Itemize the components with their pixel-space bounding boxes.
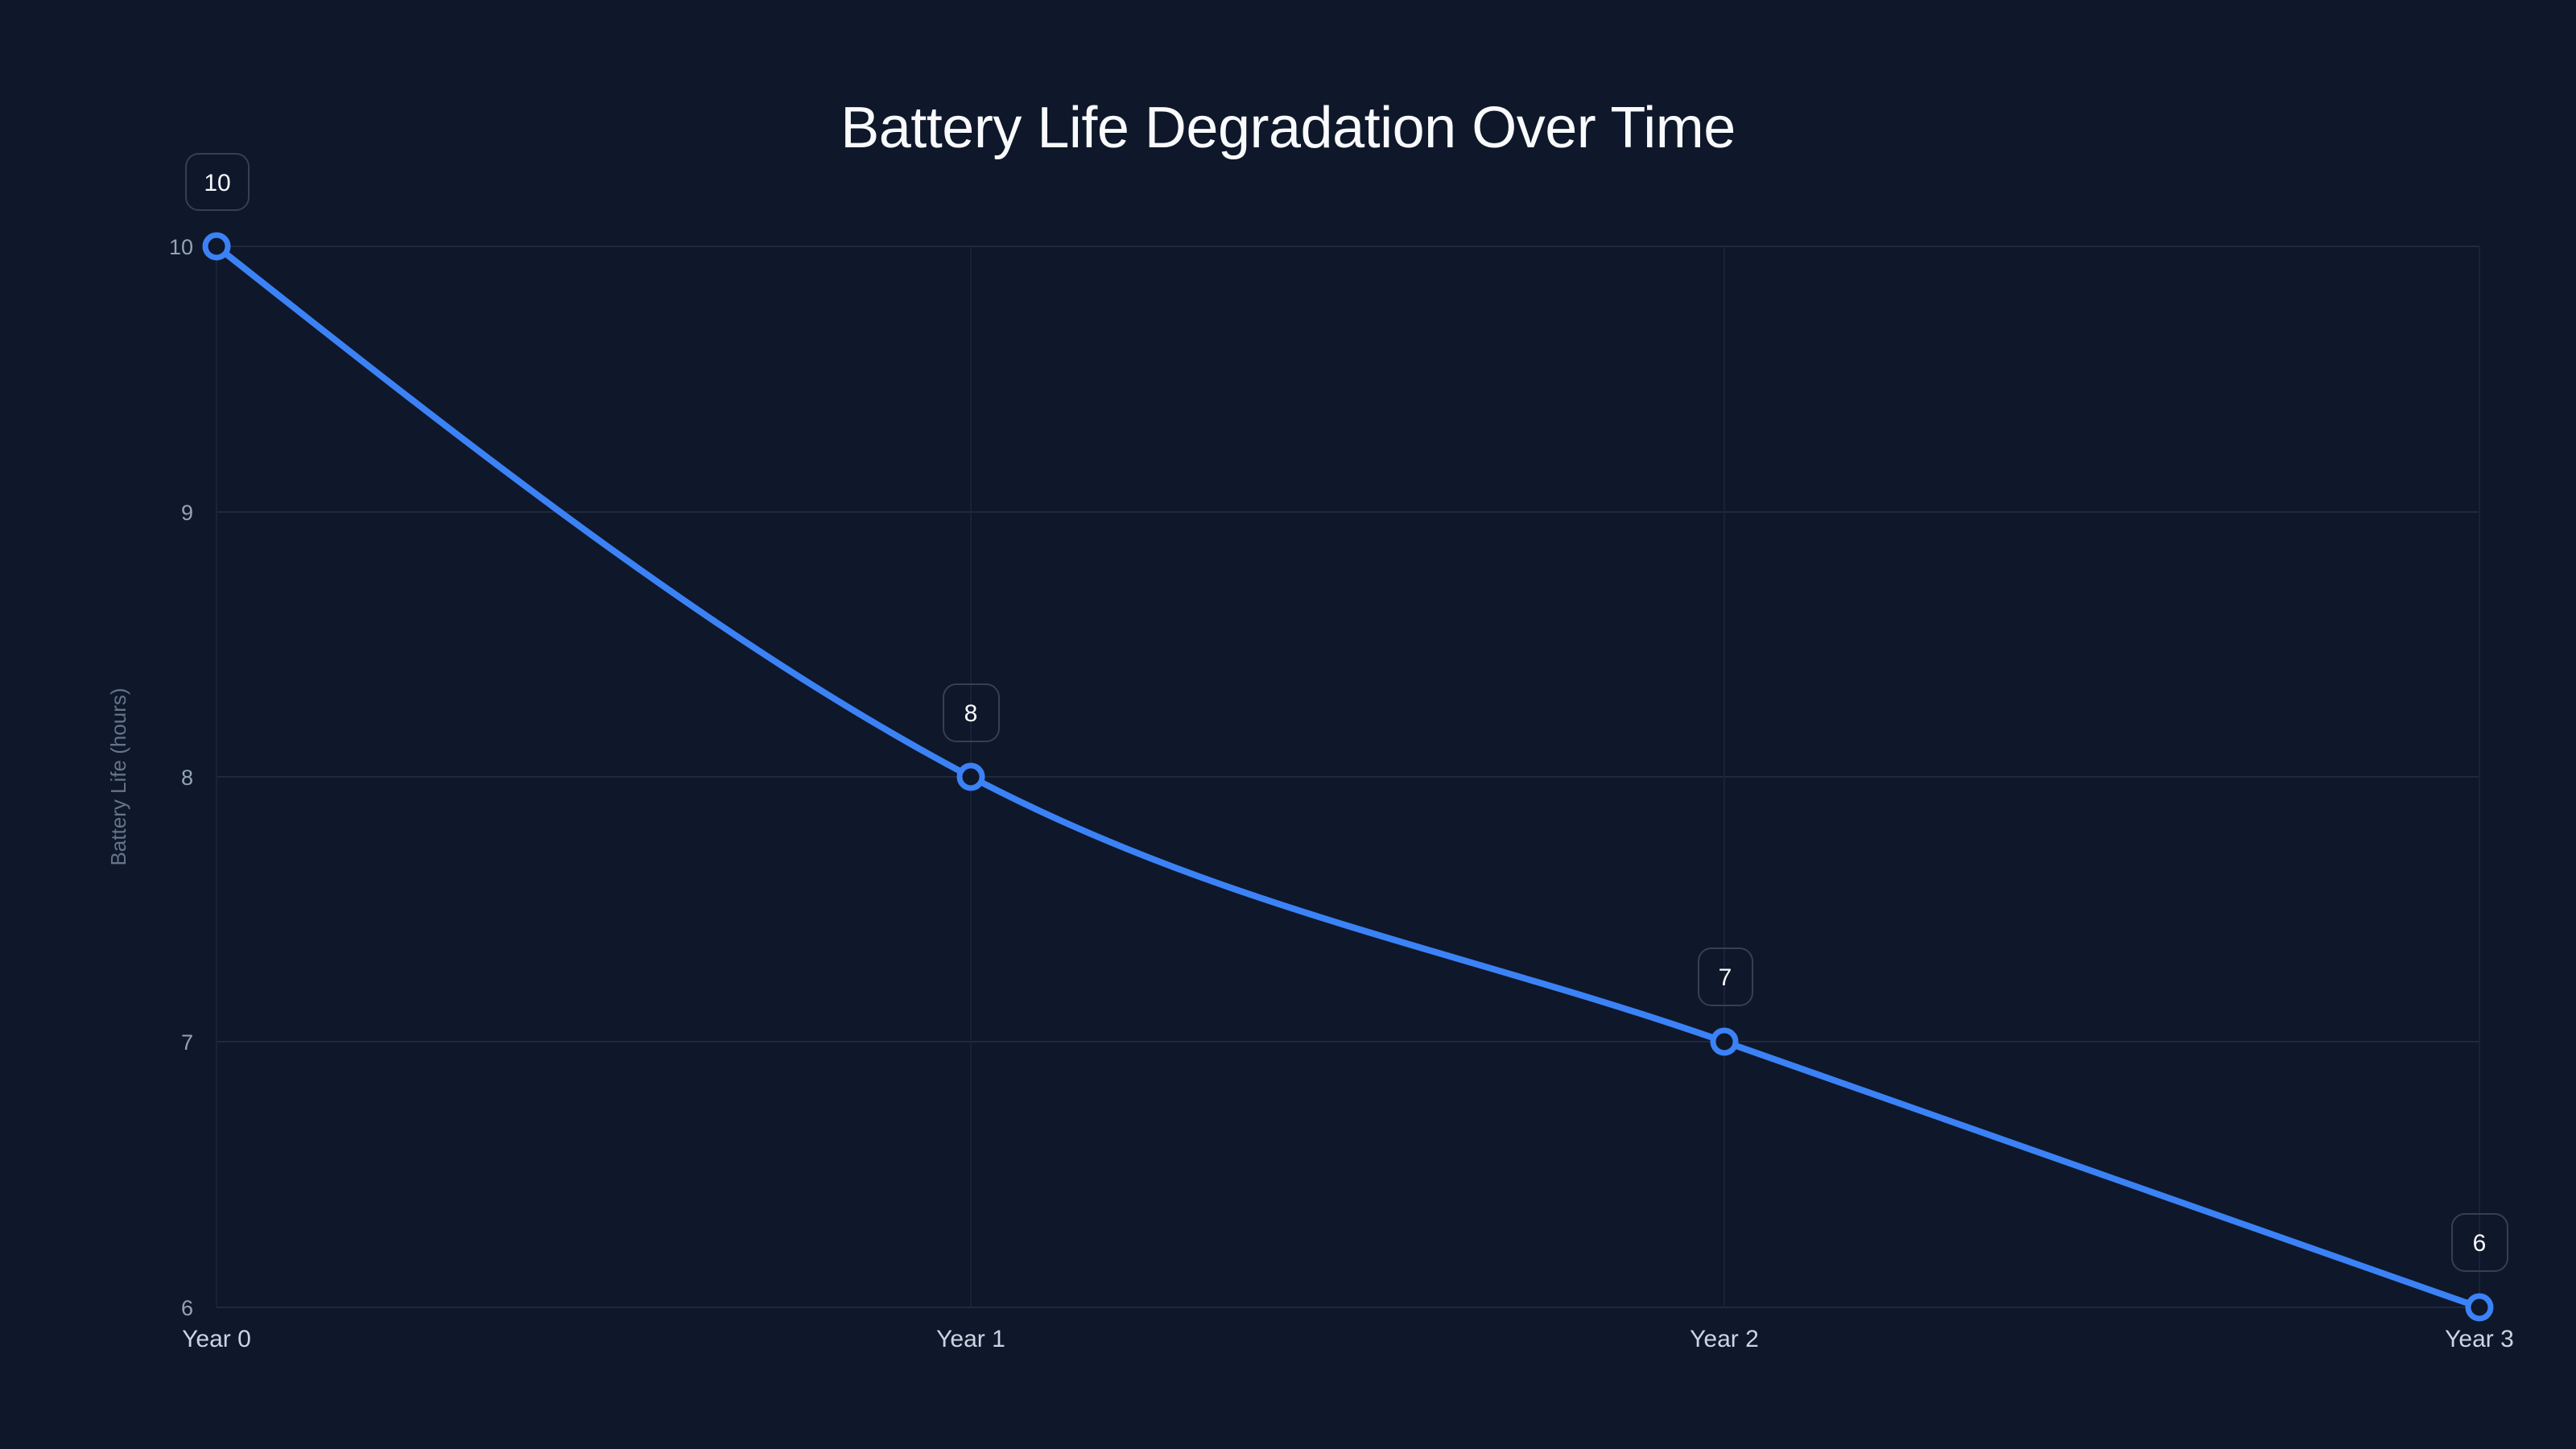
data-point[interactable]: [2465, 1293, 2494, 1322]
y-tick: 10: [169, 235, 193, 259]
x-tick: Year 2: [1690, 1326, 1759, 1352]
data-label-value: 7: [1719, 964, 1732, 991]
data-label: 7: [1698, 947, 1753, 1006]
data-label: 10: [185, 153, 250, 211]
series-line: [213, 243, 2483, 1311]
data-label-value: 6: [2473, 1230, 2487, 1257]
y-tick: 6: [181, 1296, 193, 1320]
x-tick: Year 1: [936, 1326, 1005, 1352]
y-tick: 7: [181, 1030, 193, 1055]
data-point[interactable]: [202, 232, 231, 261]
data-markers: [202, 232, 2494, 1322]
data-label: 8: [943, 683, 1000, 742]
data-label: 6: [2451, 1213, 2508, 1272]
data-point[interactable]: [1710, 1027, 1739, 1056]
data-label-value: 10: [204, 170, 230, 196]
data-label-value: 8: [964, 700, 978, 727]
y-axis-label: Battery Life (hours): [106, 687, 130, 865]
x-axis-ticks: Year 0 Year 1 Year 2 Year 3: [182, 1326, 2514, 1352]
y-tick: 9: [181, 501, 193, 525]
grid-horizontal: [217, 246, 2479, 1308]
x-tick: Year 0: [182, 1326, 251, 1352]
y-tick: 8: [181, 766, 193, 790]
chart-title: Battery Life Degradation Over Time: [840, 96, 1736, 160]
x-tick: Year 3: [2445, 1326, 2514, 1352]
data-point[interactable]: [956, 762, 985, 791]
data-labels: 10 8 7 6: [185, 153, 2508, 1272]
grid-vertical: [216, 246, 2480, 1307]
y-axis-ticks: 10 9 8 7 6: [169, 235, 193, 1320]
